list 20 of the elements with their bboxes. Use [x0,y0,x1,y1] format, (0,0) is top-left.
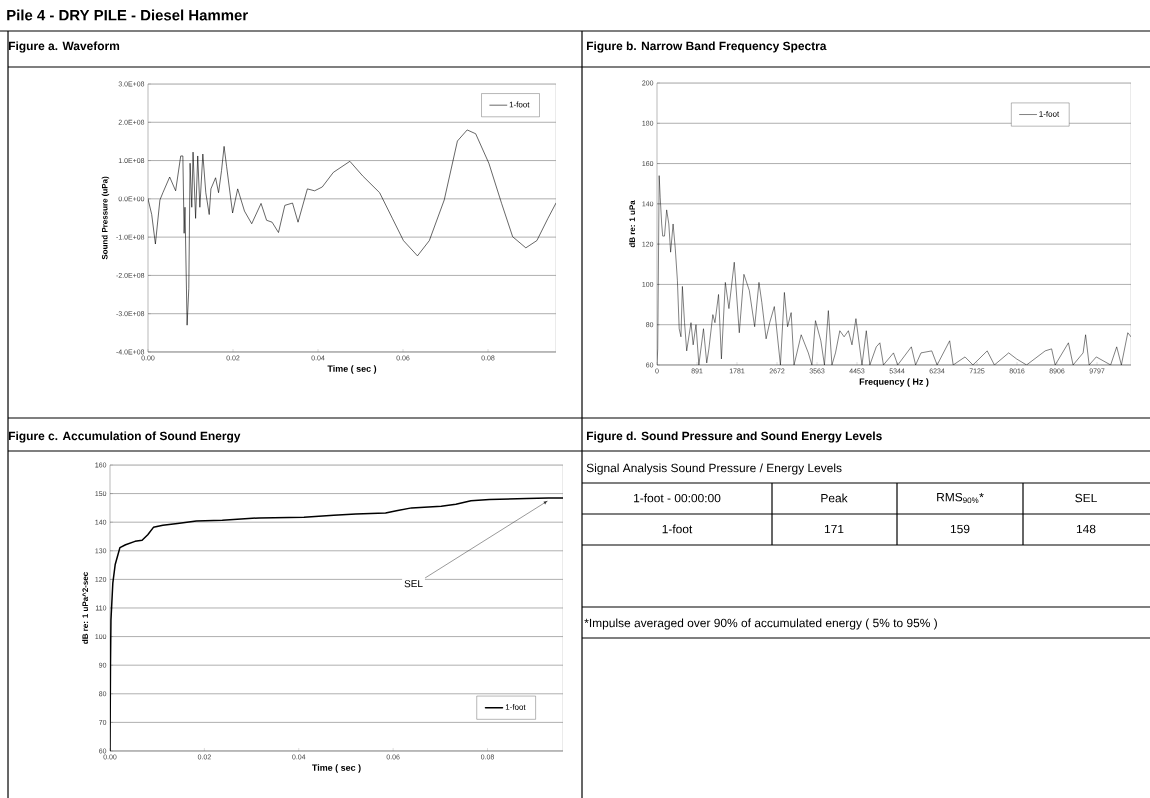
x-axis-title: Frequency ( Hz ) [859,378,929,387]
text: SEL [1075,493,1097,503]
text: Peak [821,493,848,503]
chart-title: Figure c. Accumulation of Sound Energy [9,431,241,443]
text: *Impulse averaged over 90% of accumulated energy ( 5% to 95% ) [584,618,937,630]
text: 1-foot - 00:00:00 [634,493,721,503]
x-axis-title: Time ( sec ) [327,365,377,374]
text: Signal Analysis Sound Pressure / Energy Levels [586,463,842,475]
chart-title: Figure a. Waveform [9,41,120,53]
x-axis-title: Time ( sec ) [312,764,361,773]
text: 1-foot [662,524,693,534]
chart-title: Figure b. Narrow Band Frequency Spectra [587,41,827,53]
text: Figure d. Sound Pressure and Sound Energy Levels [587,431,882,443]
line-series [148,129,557,326]
annotation: SEL [404,580,423,588]
text: 159 [950,524,970,534]
text: RMS$_{90%}$* [937,492,984,504]
text: Pile 4 - DRY PILE - Diesel Hammer [7,9,248,21]
text: 171 [824,524,844,534]
text: 148 [1076,524,1096,534]
